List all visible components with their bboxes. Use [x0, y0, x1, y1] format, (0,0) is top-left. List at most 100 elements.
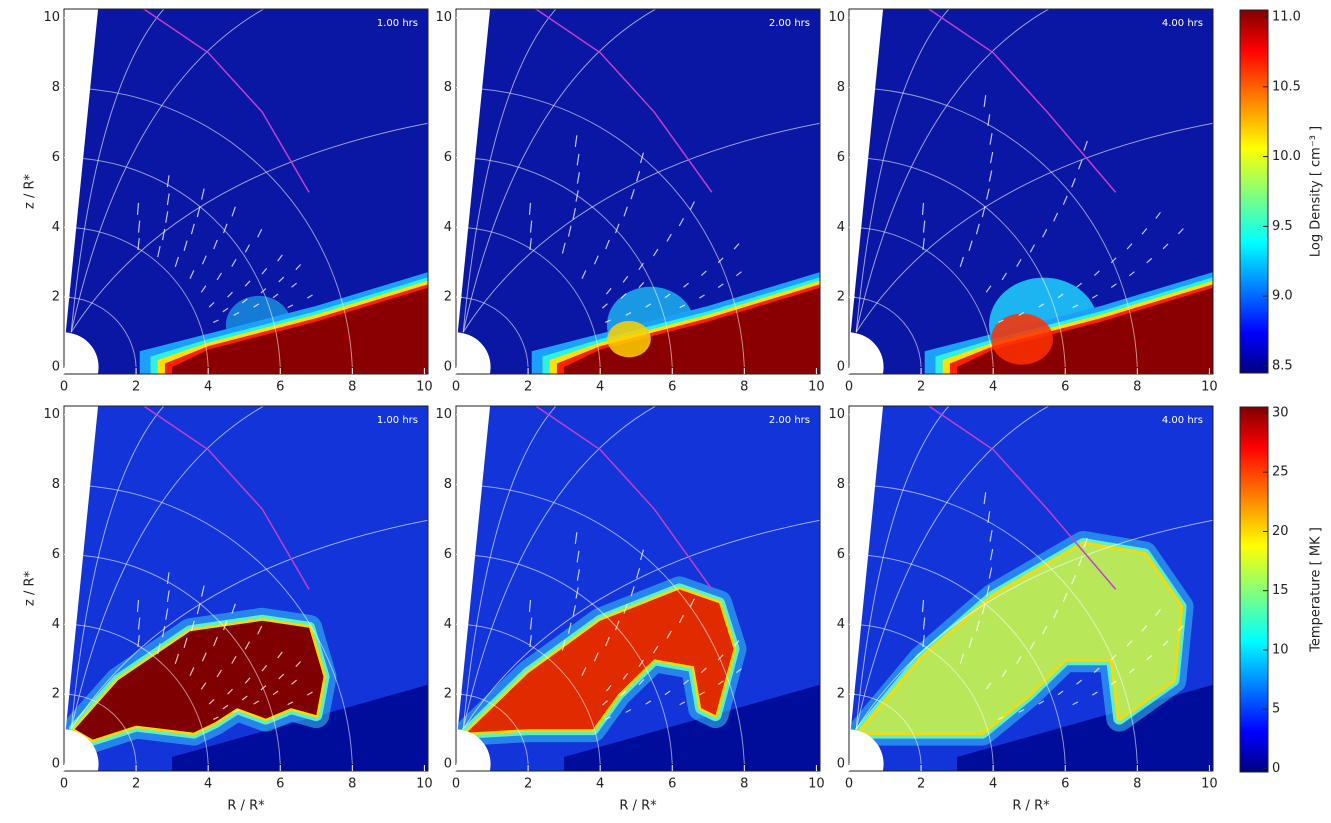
x-tick-label: 2 — [132, 777, 140, 792]
x-tick-label: 2 — [917, 380, 925, 395]
x-tick-label: 4 — [204, 380, 212, 395]
time-label: 4.00 hrs — [1162, 415, 1203, 426]
y-tick-label: 4 — [837, 617, 845, 632]
y-tick-label: 10 — [435, 407, 452, 422]
colorbar-tick-label: 5 — [1272, 702, 1280, 717]
x-tick-label: 2 — [524, 380, 532, 395]
colorbar-label: Log Density [ cm⁻³ ] — [1309, 126, 1324, 257]
panel-image — [814, 0, 1216, 402]
x-tick-label: 0 — [845, 380, 853, 395]
colorbar-tick-label: 15 — [1272, 583, 1289, 598]
x-tick-label: 0 — [452, 777, 460, 792]
x-tick-label: 0 — [60, 777, 68, 792]
x-tick-label: 6 — [276, 380, 284, 395]
y-tick-label: 4 — [444, 617, 452, 632]
time-label: 2.00 hrs — [769, 18, 810, 29]
x-tick-label: 2 — [524, 777, 532, 792]
colorbar-tick-label: 30 — [1272, 405, 1289, 420]
x-tick-label: 4 — [596, 380, 604, 395]
panel-image — [421, 394, 823, 799]
y-tick-label: 8 — [52, 80, 60, 95]
x-tick-label: 8 — [1133, 777, 1141, 792]
x-tick-label: 4 — [989, 777, 997, 792]
y-axis-label: z / R* — [23, 174, 38, 210]
x-tick-label: 6 — [668, 380, 676, 395]
y-tick-label: 10 — [828, 10, 845, 25]
y-tick-label: 4 — [837, 220, 845, 235]
x-tick-label: 2 — [917, 777, 925, 792]
colorbar-tick-label: 20 — [1272, 524, 1289, 539]
x-tick-label: 10 — [416, 380, 433, 395]
panel-image — [421, 0, 823, 402]
x-tick-label: 4 — [989, 380, 997, 395]
time-label: 1.00 hrs — [377, 415, 418, 426]
colorbar — [1240, 407, 1268, 772]
x-tick-label: 2 — [132, 380, 140, 395]
y-tick-label: 4 — [52, 220, 60, 235]
y-tick-label: 10 — [43, 10, 60, 25]
time-label: 4.00 hrs — [1162, 18, 1203, 29]
y-tick-label: 8 — [837, 477, 845, 492]
y-tick-label: 6 — [52, 150, 60, 165]
x-tick-label: 8 — [1133, 380, 1141, 395]
x-tick-label: 6 — [1061, 777, 1069, 792]
y-tick-label: 6 — [837, 547, 845, 562]
colorbar-tick-label: 0 — [1272, 761, 1280, 776]
y-tick-label: 6 — [837, 150, 845, 165]
colorbar-tick-label: 11.0 — [1272, 9, 1301, 24]
colorbar-label: Temperature [ MK ] — [1309, 527, 1324, 653]
hot-core — [607, 321, 651, 358]
x-tick-label: 8 — [348, 380, 356, 395]
y-tick-label: 10 — [828, 407, 845, 422]
x-tick-label: 0 — [60, 380, 68, 395]
y-tick-label: 0 — [837, 757, 845, 772]
x-tick-label: 4 — [596, 777, 604, 792]
x-tick-label: 6 — [276, 777, 284, 792]
x-tick-label: 10 — [416, 777, 433, 792]
y-tick-label: 10 — [43, 407, 60, 422]
y-axis-label: z / R* — [23, 571, 38, 607]
colorbar-tick-label: 8.5 — [1272, 359, 1293, 374]
colorbar-tick-label: 9.5 — [1272, 219, 1293, 234]
y-tick-label: 4 — [52, 617, 60, 632]
y-tick-label: 0 — [444, 360, 452, 375]
panel-image — [29, 394, 431, 799]
y-tick-label: 6 — [444, 150, 452, 165]
x-tick-label: 10 — [808, 777, 825, 792]
y-tick-label: 2 — [52, 290, 60, 305]
colorbar-tick-label: 10.5 — [1272, 79, 1301, 94]
y-tick-label: 6 — [52, 547, 60, 562]
x-axis-label: R / R* — [227, 799, 265, 814]
x-tick-label: 10 — [1201, 380, 1218, 395]
colorbar — [1240, 10, 1268, 373]
x-tick-label: 8 — [740, 777, 748, 792]
x-tick-label: 6 — [668, 777, 676, 792]
y-tick-label: 2 — [444, 290, 452, 305]
y-tick-label: 2 — [52, 687, 60, 702]
panel-image — [814, 394, 1216, 799]
x-tick-label: 8 — [348, 777, 356, 792]
x-tick-label: 10 — [1201, 777, 1218, 792]
y-tick-label: 8 — [837, 80, 845, 95]
x-axis-label: R / R* — [619, 799, 657, 814]
y-tick-label: 10 — [435, 10, 452, 25]
x-axis-label: R / R* — [1012, 799, 1050, 814]
y-tick-label: 0 — [837, 360, 845, 375]
time-label: 1.00 hrs — [377, 18, 418, 29]
panel-image — [29, 0, 431, 402]
colorbar-tick-label: 10 — [1272, 642, 1289, 657]
colorbar-tick-label: 9.0 — [1272, 289, 1293, 304]
x-tick-label: 8 — [740, 380, 748, 395]
y-tick-label: 2 — [837, 687, 845, 702]
y-tick-label: 6 — [444, 547, 452, 562]
y-tick-label: 8 — [52, 477, 60, 492]
x-tick-label: 0 — [452, 380, 460, 395]
y-tick-label: 4 — [444, 220, 452, 235]
y-tick-label: 2 — [444, 687, 452, 702]
colorbar-tick-label: 25 — [1272, 465, 1289, 480]
x-tick-label: 0 — [845, 777, 853, 792]
x-tick-label: 6 — [1061, 380, 1069, 395]
y-tick-label: 2 — [837, 290, 845, 305]
colorbar-tick-label: 10.0 — [1272, 149, 1301, 164]
figure: 024681002468101.00 hrsz / R*024681002468… — [0, 0, 1331, 823]
